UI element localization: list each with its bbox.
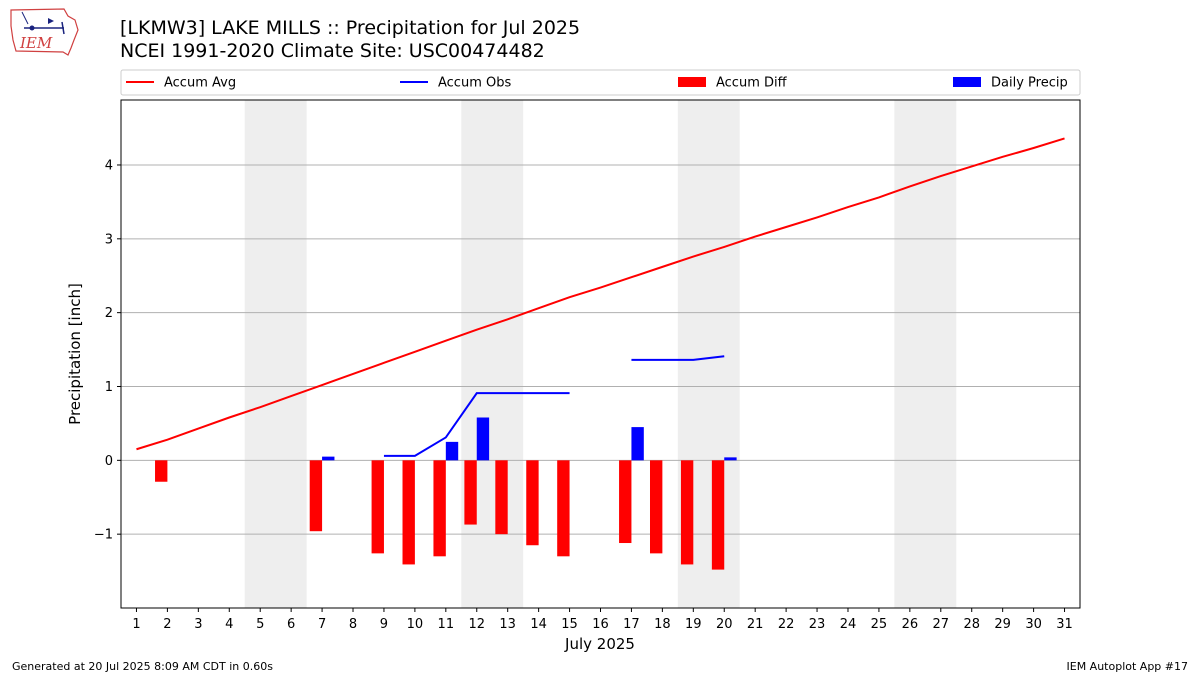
accum-diff-bar <box>433 460 446 557</box>
x-tick-label: 29 <box>994 617 1011 632</box>
x-tick-label: 28 <box>963 617 980 632</box>
iem-logo: IEM <box>10 8 79 56</box>
y-axis: −1 0 1 2 3 4 <box>94 158 121 543</box>
x-tick-label: 10 <box>407 617 424 632</box>
legend-swatch <box>953 77 981 87</box>
x-tick-label: 1 <box>132 617 140 632</box>
accum-diff-bar <box>155 460 168 482</box>
legend-swatch <box>678 77 706 87</box>
weekend-bands <box>244 100 957 608</box>
legend-label: Accum Diff <box>716 76 788 91</box>
x-tick-label: 21 <box>747 617 764 632</box>
x-tick-label: 6 <box>287 617 295 632</box>
line-marks <box>136 137 1065 457</box>
x-tick-label: 22 <box>778 617 795 632</box>
x-tick-label: 14 <box>530 617 547 632</box>
daily-precip-bar <box>445 441 459 461</box>
x-tick-label: 12 <box>468 617 485 632</box>
legend-label: Daily Precip <box>991 76 1068 91</box>
chart-title-line2: NCEI 1991-2020 Climate Site: USC00474482 <box>120 40 545 62</box>
footer-app: IEM Autoplot App #17 <box>1066 660 1189 673</box>
accum-obs-line <box>631 355 725 361</box>
weekend-band <box>461 100 524 608</box>
accum-diff-bar <box>371 460 384 554</box>
daily-precip-bar <box>322 456 335 461</box>
x-tick-label: 2 <box>163 617 171 632</box>
accum-avg-line <box>136 137 1065 451</box>
legend-label: Accum Obs <box>438 76 511 91</box>
x-tick-label: 26 <box>902 617 919 632</box>
accum-diff-bar <box>711 460 725 570</box>
accum-diff-bar <box>680 460 694 565</box>
y-tick-label: 3 <box>105 232 113 247</box>
chart-title: [LKMW3] LAKE MILLS :: Precipitation for … <box>120 17 580 63</box>
logo-text: IEM <box>19 34 53 52</box>
daily-precip-bar <box>631 427 644 461</box>
y-tick-label: 2 <box>105 306 113 321</box>
accum-diff-bar <box>526 460 539 546</box>
x-tick-label: 3 <box>194 617 202 632</box>
legend-entry: Accum Avg <box>126 76 236 91</box>
x-axis: 1 2 3 4 5 6 7 8 9 10 11 12 13 14 15 16 17 18 19 20 21 22 23 24 2… <box>132 608 1073 632</box>
y-tick-label: 4 <box>105 158 113 173</box>
x-tick-label: 18 <box>654 617 671 632</box>
daily-precip-bar <box>724 457 737 461</box>
accum-diff-bar <box>464 460 477 525</box>
x-tick-label: 7 <box>318 617 326 632</box>
accum-diff-bar <box>619 460 632 544</box>
legend-label: Accum Avg <box>164 76 236 91</box>
x-tick-label: 9 <box>380 617 388 632</box>
weekend-band <box>244 100 307 608</box>
x-tick-label: 30 <box>1025 617 1042 632</box>
x-tick-label: 5 <box>256 617 264 632</box>
chart-title-line1: [LKMW3] LAKE MILLS :: Precipitation for … <box>120 17 581 39</box>
legend: Accum Avg Accum Obs Accum Diff Daily Precip <box>120 69 1081 96</box>
accum-obs-line <box>383 392 570 457</box>
x-tick-label: 11 <box>438 617 455 632</box>
x-tick-label: 20 <box>716 617 733 632</box>
weekend-band <box>894 100 957 608</box>
x-tick-label: 27 <box>933 617 950 632</box>
legend-entry: Accum Obs <box>400 76 511 91</box>
x-tick-label: 31 <box>1056 617 1073 632</box>
accum-diff-bar <box>402 460 415 565</box>
accum-diff-bar <box>495 460 508 535</box>
grid-lines <box>121 164 1080 535</box>
y-tick-label: −1 <box>94 528 113 543</box>
x-axis-label: July 2025 <box>564 635 635 653</box>
x-tick-label: 16 <box>592 617 609 632</box>
x-tick-label: 8 <box>349 617 357 632</box>
y-axis-label: Precipitation [inch] <box>66 283 84 425</box>
x-tick-label: 23 <box>809 617 826 632</box>
x-tick-label: 25 <box>871 617 888 632</box>
footer-generated: Generated at 20 Jul 2025 8:09 AM CDT in … <box>12 660 273 673</box>
y-tick-label: 1 <box>105 380 113 395</box>
x-tick-label: 19 <box>685 617 702 632</box>
x-tick-label: 15 <box>561 617 578 632</box>
bar-marks <box>155 417 737 570</box>
accum-diff-bar <box>309 460 323 532</box>
legend-entry: Accum Diff <box>678 76 788 91</box>
daily-precip-bar <box>476 417 490 461</box>
x-tick-label: 13 <box>499 617 516 632</box>
y-tick-label: 0 <box>105 454 113 469</box>
x-tick-label: 24 <box>840 617 857 632</box>
legend-entry: Daily Precip <box>953 76 1068 91</box>
x-tick-label: 17 <box>623 617 640 632</box>
accum-diff-bar <box>649 460 663 554</box>
accum-diff-bar <box>557 460 570 557</box>
x-tick-label: 4 <box>225 617 233 632</box>
